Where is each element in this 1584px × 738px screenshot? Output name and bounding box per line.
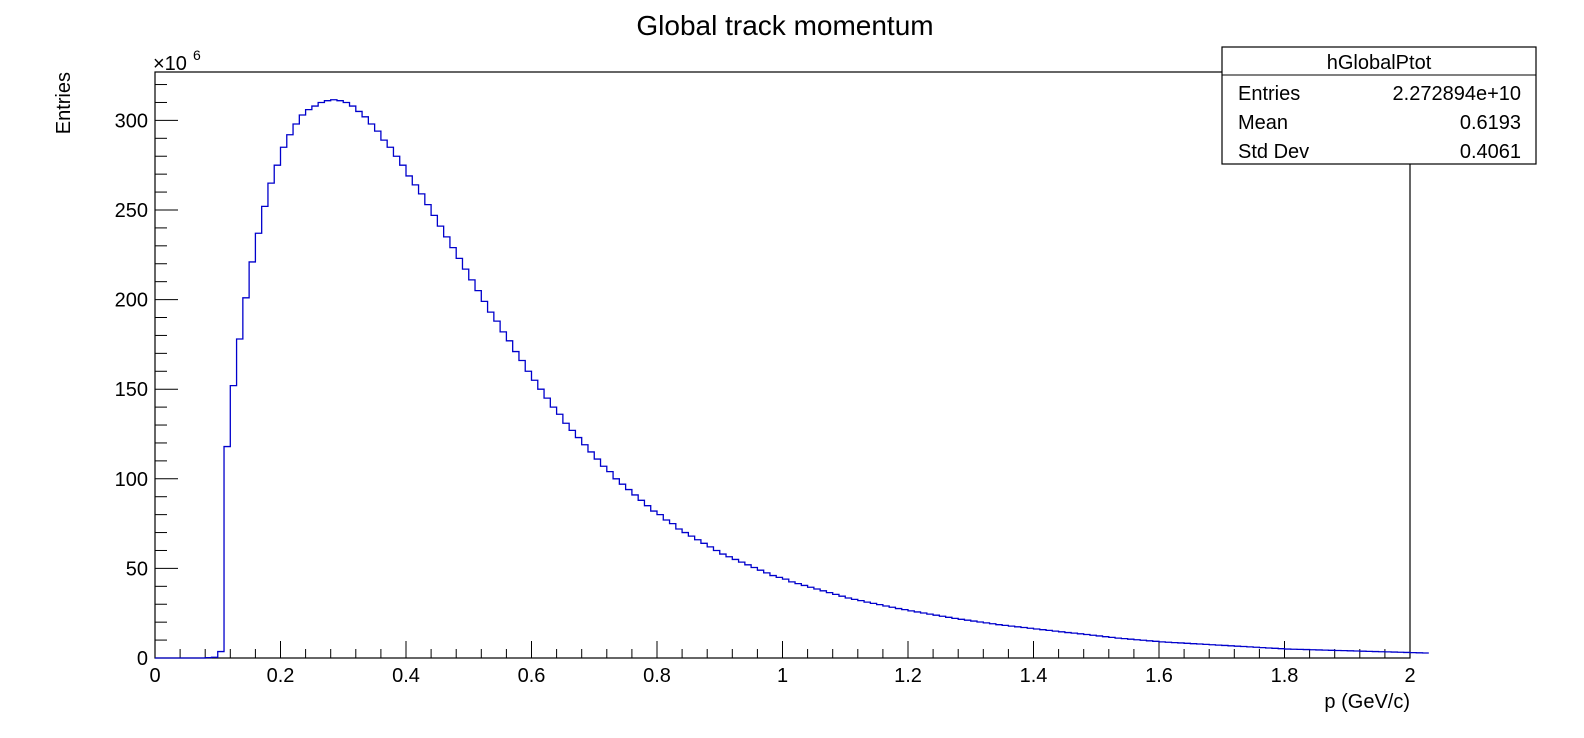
stats-mean-label: Mean xyxy=(1238,112,1288,134)
y-multiplier: ×10 6 xyxy=(153,47,201,75)
y-tick-label: 0 xyxy=(137,648,148,670)
stats-entries-value: 2.272894e+10 xyxy=(1393,83,1521,105)
x-tick-label: 0.4 xyxy=(392,665,420,687)
y-tick-label: 150 xyxy=(115,379,148,401)
y-tick-label: 300 xyxy=(115,110,148,132)
stats-stddev-label: Std Dev xyxy=(1238,141,1309,163)
x-tick-label: 0.8 xyxy=(643,665,671,687)
x-tick-label: 0.6 xyxy=(518,665,546,687)
histogram-line xyxy=(155,99,1429,659)
chart-title: Global track momentum xyxy=(636,10,933,41)
y-tick-label: 100 xyxy=(115,469,148,491)
y-tick-label: 200 xyxy=(115,290,148,312)
x-tick-label: 1.2 xyxy=(894,665,922,687)
x-tick-label: 2 xyxy=(1404,665,1415,687)
y-multiplier-base: ×10 xyxy=(153,53,187,75)
y-tick-label: 50 xyxy=(126,558,148,580)
x-axis-label: p (GeV/c) xyxy=(1324,691,1410,713)
stats-box-frame xyxy=(1221,46,1537,165)
x-tick-label: 0.2 xyxy=(267,665,295,687)
stats-stddev-value: 0.4061 xyxy=(1460,141,1521,163)
x-tick-label: 0 xyxy=(149,665,160,687)
stats-mean-value: 0.6193 xyxy=(1460,112,1521,134)
x-tick-label: 1.6 xyxy=(1145,665,1173,687)
plot-area: 0 0.2 0.4 0.6 0.8 1 1.2 1.4 1.6 1.8 2 0 50 100 150 200 2… xyxy=(115,71,1429,687)
y-multiplier-exponent: 6 xyxy=(193,47,201,63)
x-tick-label: 1.8 xyxy=(1271,665,1299,687)
stats-box: hGlobalPtot Entries 2.272894e+10 Mean 0.… xyxy=(1221,46,1537,165)
stats-box-title: hGlobalPtot xyxy=(1327,52,1432,74)
stats-entries-label: Entries xyxy=(1238,83,1300,105)
y-tick-label: 250 xyxy=(115,200,148,222)
x-tick-label: 1.4 xyxy=(1020,665,1048,687)
y-axis-label: Entries xyxy=(53,72,75,134)
x-tick-label: 1 xyxy=(777,665,788,687)
